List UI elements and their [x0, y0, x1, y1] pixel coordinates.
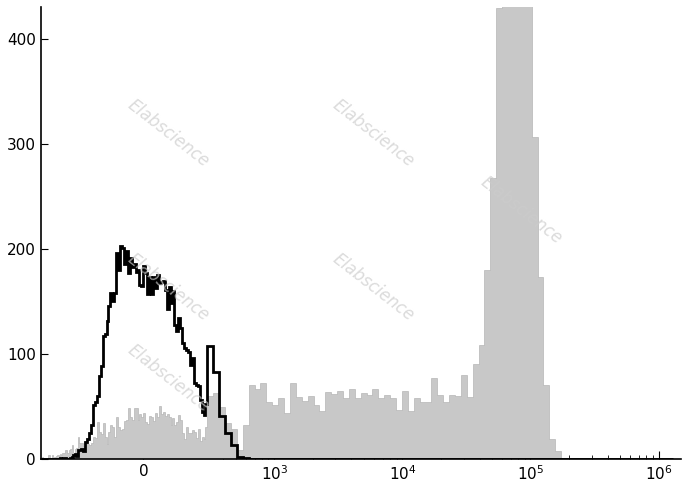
Text: Elabscience: Elabscience	[330, 96, 418, 171]
Text: Elabscience: Elabscience	[125, 96, 213, 171]
Polygon shape	[41, 0, 673, 460]
Text: Elabscience: Elabscience	[125, 250, 213, 325]
Text: Elabscience: Elabscience	[477, 173, 566, 248]
Text: Elabscience: Elabscience	[125, 341, 213, 416]
Text: Elabscience: Elabscience	[330, 250, 418, 325]
